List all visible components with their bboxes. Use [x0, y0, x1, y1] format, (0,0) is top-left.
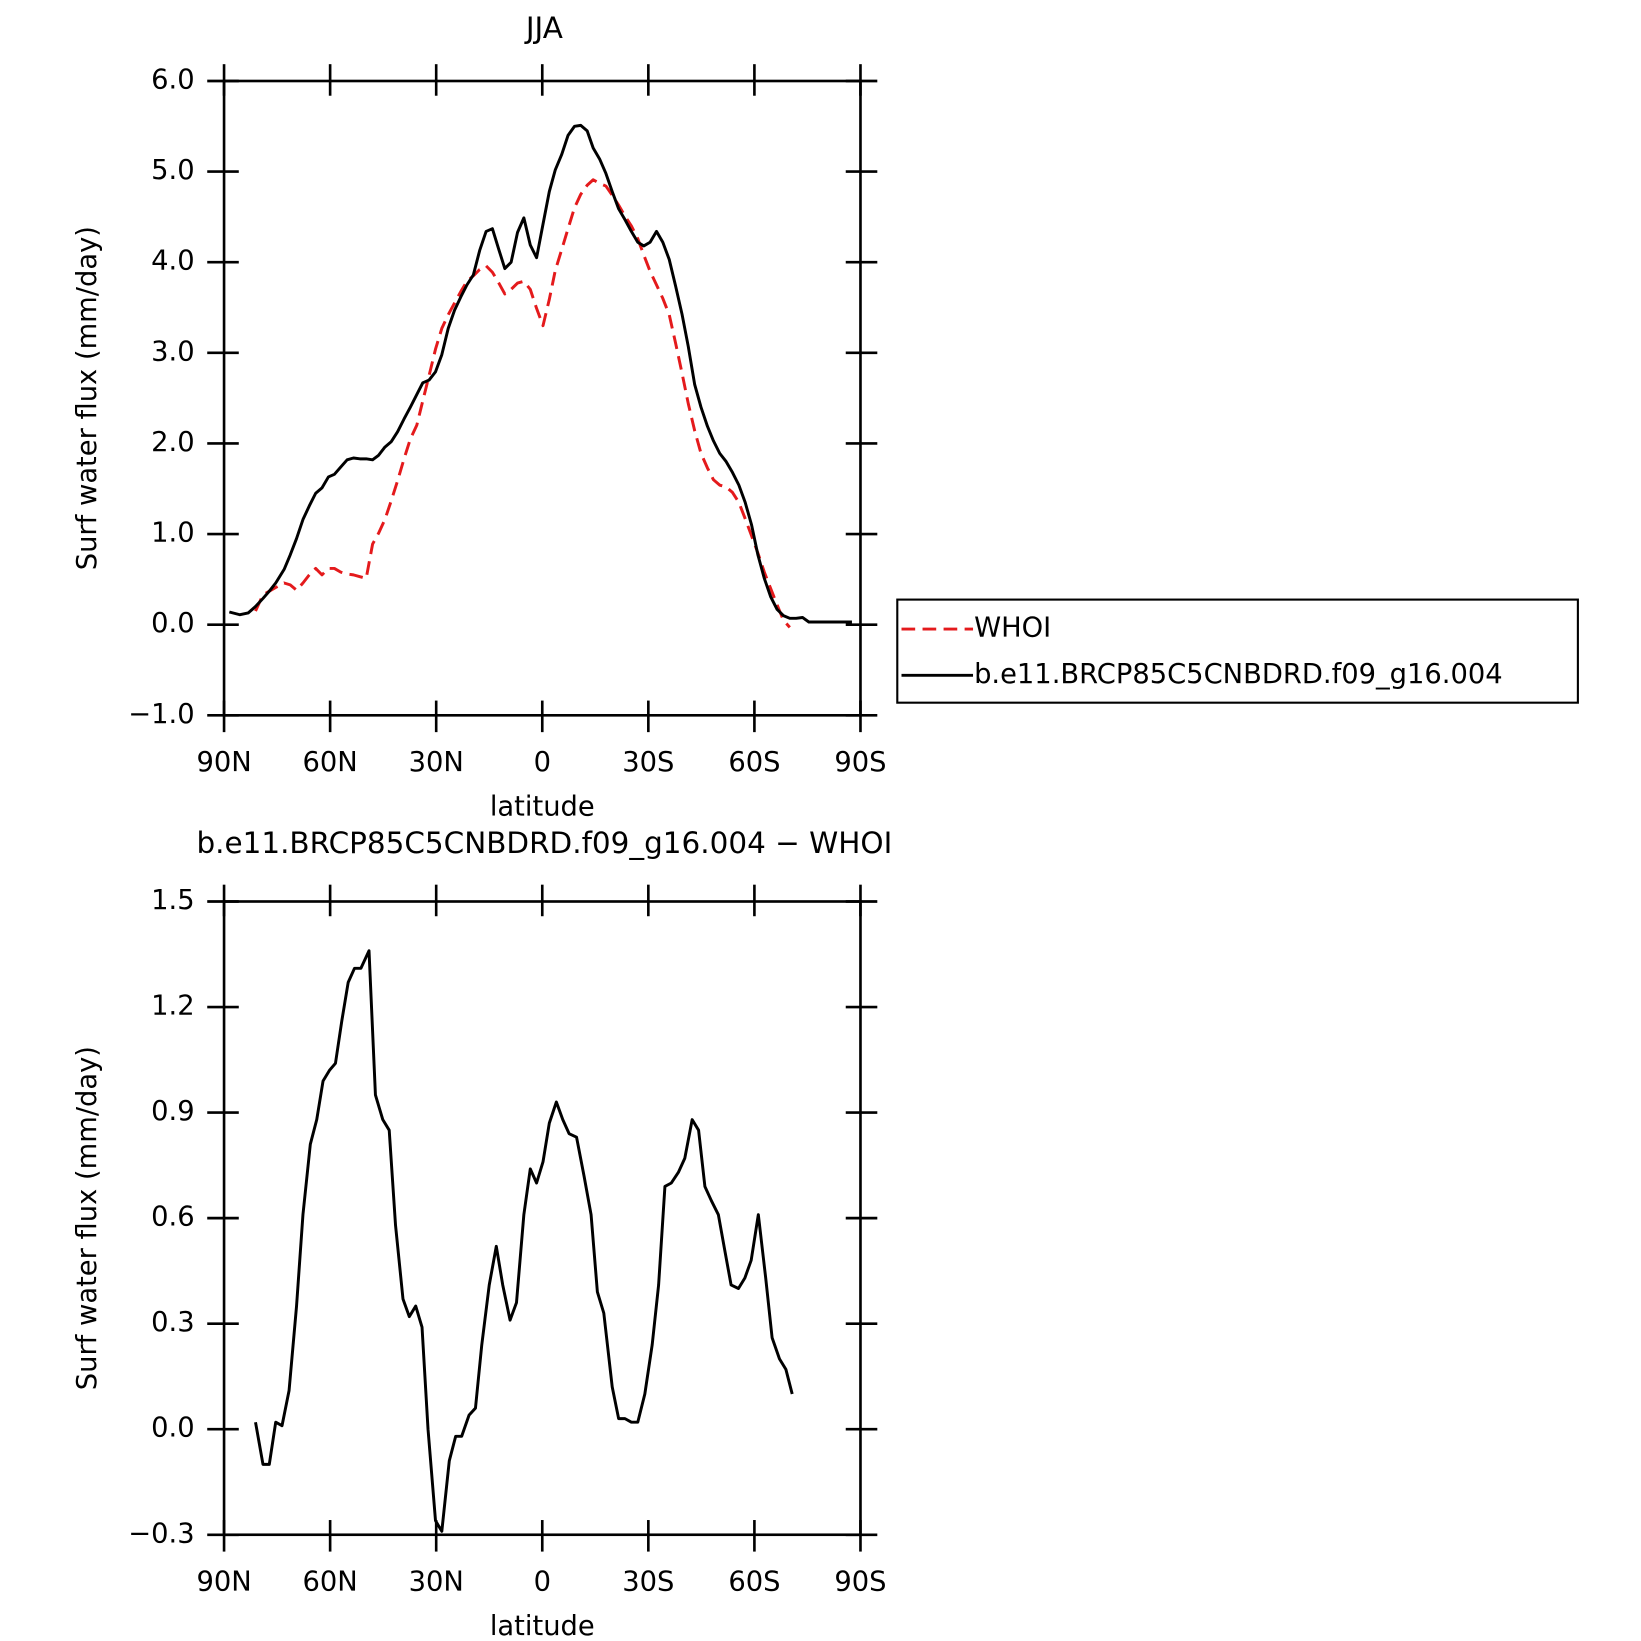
y-tick-label: 2.0 [151, 427, 194, 458]
x-tick-label: 60S [728, 1567, 780, 1598]
x-tick-label: 0 [534, 747, 551, 778]
x-tick-label: 90S [834, 1567, 886, 1598]
y-tick-label: 0.0 [151, 1413, 194, 1444]
x-axis-label: latitude [490, 791, 595, 822]
series-line [228, 123, 852, 624]
y-axis-label: Surf water flux (mm/day) [72, 1046, 103, 1390]
plot-frame [222, 79, 862, 717]
chart-title: JJA [524, 11, 563, 45]
x-tick-label: 60N [303, 1567, 358, 1598]
x-tick-label: 60S [728, 747, 780, 778]
y-axis-label: Surf water flux (mm/day) [72, 226, 103, 570]
x-tick-label: 30N [409, 1567, 464, 1598]
series-line [254, 949, 794, 1533]
y-tick-label: −0.3 [128, 1518, 194, 1549]
y-tick-label: 1.0 [151, 518, 194, 549]
x-tick-label: 90S [834, 747, 886, 778]
x-tick-label: 0 [534, 1567, 551, 1598]
y-tick-label: −1.0 [128, 699, 194, 730]
x-tick-label: 90N [196, 747, 251, 778]
legend-label: b.e11.BRCP85C5CNBDRD.f09_g16.004 [974, 659, 1503, 690]
legend-label: WHOI [974, 613, 1051, 644]
x-tick-label: 30S [622, 747, 674, 778]
y-tick-label: 1.5 [151, 885, 194, 916]
x-axis-label: latitude [490, 1611, 595, 1641]
x-tick-label: 60N [303, 747, 358, 778]
y-tick-label: 0.6 [151, 1202, 194, 1233]
x-tick-label: 30S [622, 1567, 674, 1598]
y-tick-label: 0.3 [151, 1307, 194, 1338]
x-tick-label: 30N [409, 747, 464, 778]
y-tick-label: 1.2 [151, 991, 194, 1022]
y-tick-label: 0.0 [151, 608, 194, 639]
x-tick-label: 90N [196, 1567, 251, 1598]
y-tick-label: 3.0 [151, 336, 194, 367]
y-tick-label: 6.0 [151, 64, 194, 95]
y-tick-label: 5.0 [151, 155, 194, 186]
y-tick-label: 0.9 [151, 1096, 194, 1127]
chart-title: b.e11.BRCP85C5CNBDRD.f09_g16.004 − WHOI [196, 826, 892, 860]
legend-box [896, 598, 1579, 704]
series-line [254, 178, 791, 629]
y-tick-label: 4.0 [151, 246, 194, 277]
plot-frame [222, 900, 862, 1537]
